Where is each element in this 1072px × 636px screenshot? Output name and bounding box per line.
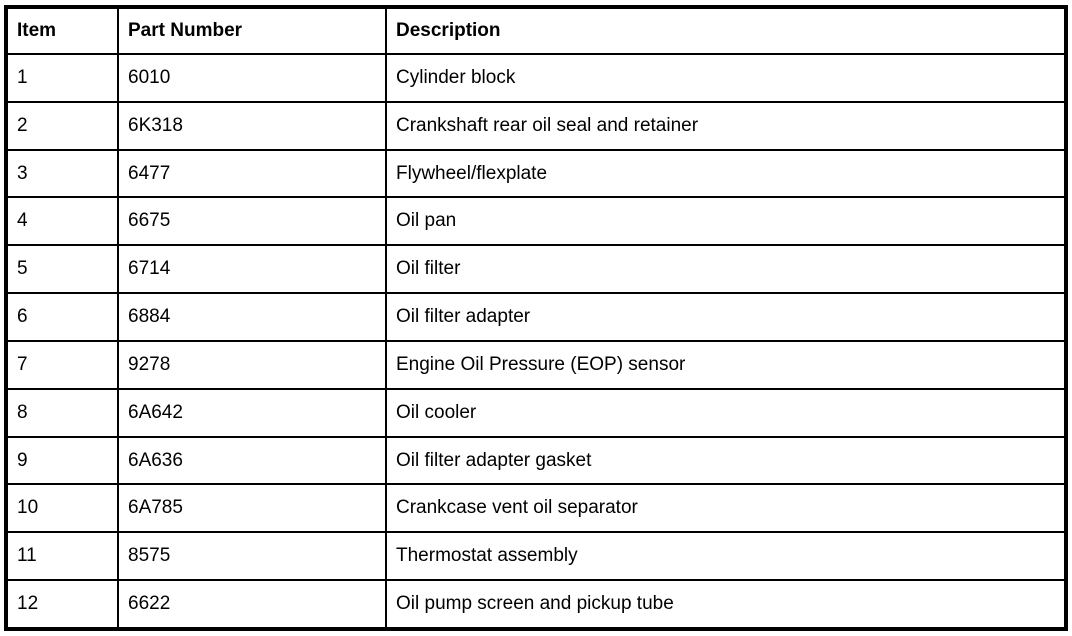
cell-part-number: 6622	[117, 579, 387, 630]
cell-item: 1	[5, 53, 119, 103]
cell-description: Oil filter	[385, 244, 1067, 295]
cell-item: 6	[5, 292, 119, 342]
cell-part-number: 8575	[117, 531, 387, 582]
cell-part-number: 6A785	[117, 483, 387, 534]
cell-part-number: 6010	[117, 53, 387, 103]
table-row: 11 8575 Thermostat assembly	[5, 531, 1067, 582]
table-row: 9 6A636 Oil filter adapter gasket	[5, 435, 1067, 486]
table-row: 5 6714 Oil filter	[5, 244, 1067, 295]
cell-item: 3	[5, 148, 119, 199]
table-row: 2 6K318 Crankshaft rear oil seal and ret…	[5, 100, 1067, 151]
cell-description: Oil pan	[385, 196, 1067, 247]
cell-part-number: 6675	[117, 196, 387, 247]
cell-part-number: 6K318	[117, 100, 387, 151]
cell-description: Crankcase vent oil separator	[385, 483, 1067, 534]
cell-description: Thermostat assembly	[385, 531, 1067, 582]
cell-description: Oil filter adapter	[385, 292, 1067, 342]
table-row: 7 9278 Engine Oil Pressure (EOP) sensor	[5, 339, 1067, 390]
cell-item: 9	[5, 435, 119, 486]
cell-part-number: 6A642	[117, 387, 387, 438]
table-header-row: Item Part Number Description	[5, 6, 1067, 55]
cell-description: Engine Oil Pressure (EOP) sensor	[385, 339, 1067, 390]
table-row: 8 6A642 Oil cooler	[5, 387, 1067, 438]
cell-description: Oil pump screen and pickup tube	[385, 579, 1067, 630]
table-row: 3 6477 Flywheel/flexplate	[5, 148, 1067, 199]
cell-description: Flywheel/flexplate	[385, 148, 1067, 199]
cell-item: 7	[5, 339, 119, 390]
cell-item: 12	[5, 579, 119, 630]
table-row: 10 6A785 Crankcase vent oil separator	[5, 483, 1067, 534]
cell-item: 11	[5, 531, 119, 582]
table-row: 1 6010 Cylinder block	[5, 53, 1067, 103]
cell-item: 4	[5, 196, 119, 247]
cell-part-number: 6884	[117, 292, 387, 342]
cell-part-number: 6A636	[117, 435, 387, 486]
table-row: 12 6622 Oil pump screen and pickup tube	[5, 579, 1067, 630]
cell-part-number: 6714	[117, 244, 387, 295]
table-row: 6 6884 Oil filter adapter	[5, 292, 1067, 342]
cell-item: 2	[5, 100, 119, 151]
cell-description: Crankshaft rear oil seal and retainer	[385, 100, 1067, 151]
cell-part-number: 9278	[117, 339, 387, 390]
parts-table: Item Part Number Description 1 6010 Cyli…	[4, 5, 1068, 631]
cell-item: 8	[5, 387, 119, 438]
column-header-item: Item	[5, 6, 119, 55]
cell-description: Oil filter adapter gasket	[385, 435, 1067, 486]
cell-item: 5	[5, 244, 119, 295]
cell-item: 10	[5, 483, 119, 534]
column-header-part-number: Part Number	[117, 6, 387, 55]
cell-description: Oil cooler	[385, 387, 1067, 438]
table-row: 4 6675 Oil pan	[5, 196, 1067, 247]
cell-description: Cylinder block	[385, 53, 1067, 103]
column-header-description: Description	[385, 6, 1067, 55]
cell-part-number: 6477	[117, 148, 387, 199]
